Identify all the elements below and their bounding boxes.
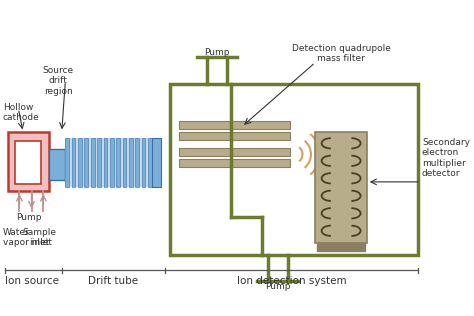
Bar [129,138,133,187]
Bar [84,138,88,187]
Bar [179,159,290,167]
Text: Source
drift
region: Source drift region [43,66,73,96]
Bar [142,138,146,187]
Bar [179,131,290,140]
Bar [170,84,419,255]
Text: Pump: Pump [17,213,42,222]
Bar [179,120,290,129]
Bar [110,138,114,187]
Bar [123,138,126,187]
Bar [315,132,367,243]
Bar [103,138,107,187]
Text: Secondary
electron
multiplier
detector: Secondary electron multiplier detector [422,138,470,178]
Bar [97,138,101,187]
Bar [91,138,94,187]
Bar [49,149,65,180]
Bar [65,138,152,187]
Text: Pump: Pump [265,282,291,291]
Bar [152,138,161,187]
Bar [317,243,365,251]
Bar [65,138,69,187]
Text: Ion detection system: Ion detection system [237,276,346,286]
Text: Sample
inlet: Sample inlet [23,228,56,247]
Text: Detection quadrupole
mass filter: Detection quadrupole mass filter [292,44,391,64]
Bar [136,138,139,187]
Bar [116,138,120,187]
Bar [9,132,49,191]
Text: Water
vapor inlet: Water vapor inlet [3,228,52,247]
Bar [148,138,152,187]
Bar [78,138,82,187]
Bar [15,142,41,184]
Text: Drift tube: Drift tube [88,276,138,286]
Text: Pump: Pump [204,48,229,57]
Text: Ion source: Ion source [5,276,59,286]
Text: Hollow
cathode: Hollow cathode [3,103,40,122]
Bar [72,138,75,187]
Bar [179,148,290,156]
